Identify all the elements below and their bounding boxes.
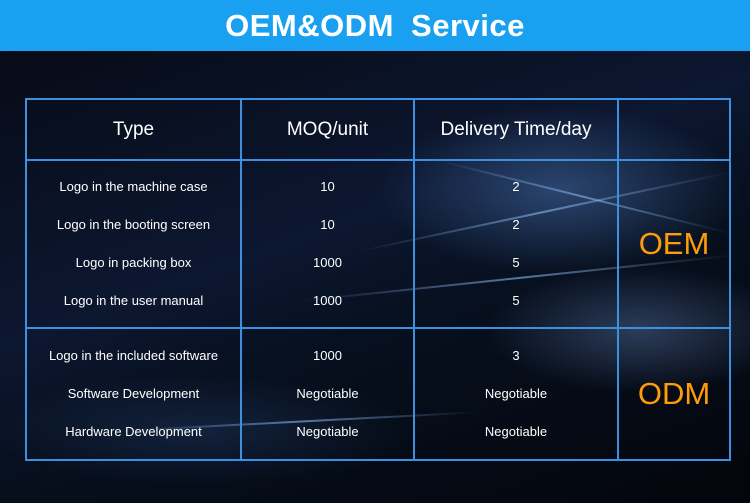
table-cell-type: Logo in the included software [48,348,219,363]
table-cell-type: Logo in the user manual [63,293,204,308]
table-cell-moq: 1000 [313,348,342,363]
table-cell-moq: Negotiable [296,386,359,401]
oem-type-cell: Logo in the machine case Logo in the boo… [25,159,242,329]
page-title: OEM&ODM Service [225,7,525,43]
odm-delivery-cell: 3 Negotiable Negotiable [413,327,619,461]
column-header-delivery: Delivery Time/day [413,98,619,161]
table-cell-moq: Negotiable [296,424,359,439]
oem-label-cell: OEM [617,159,731,329]
table-cell-type: Logo in the machine case [59,179,208,194]
table-group-odm: Logo in the included software Software D… [25,327,731,461]
column-header-group [617,98,731,161]
table-cell-moq: 10 [320,217,335,232]
table-cell-type: Logo in packing box [75,255,192,270]
odm-label-cell: ODM [617,327,731,461]
table-cell-delivery: 2 [512,179,520,194]
table-header-row: Type MOQ/unit Delivery Time/day [25,98,731,161]
table-group-oem: Logo in the machine case Logo in the boo… [25,159,731,329]
group-label-odm: ODM [637,376,711,411]
title-banner: OEM&ODM Service [0,0,750,51]
table-cell-delivery: 5 [512,255,520,270]
odm-type-cell: Logo in the included software Software D… [25,327,242,461]
oem-delivery-cell: 2 2 5 5 [413,159,619,329]
service-table: Type MOQ/unit Delivery Time/day Logo in … [25,98,731,461]
column-header-moq: MOQ/unit [240,98,415,161]
group-label-oem: OEM [638,226,710,261]
table-cell-moq: 10 [320,179,335,194]
table-cell-delivery: 5 [512,293,520,308]
table-cell-moq: 1000 [313,293,342,308]
table-cell-delivery: Negotiable [484,386,548,401]
table-cell-delivery: 2 [512,217,520,232]
table-cell-moq: 1000 [313,255,342,270]
table-cell-delivery: 3 [512,348,520,363]
table-cell-delivery: Negotiable [484,424,548,439]
column-header-type: Type [25,98,242,161]
odm-moq-cell: 1000 Negotiable Negotiable [240,327,415,461]
table-cell-type: Logo in the booting screen [56,217,211,232]
table-cell-type: Software Development [67,386,200,401]
table-cell-type: Hardware Development [65,424,202,439]
oem-moq-cell: 10 10 1000 1000 [240,159,415,329]
